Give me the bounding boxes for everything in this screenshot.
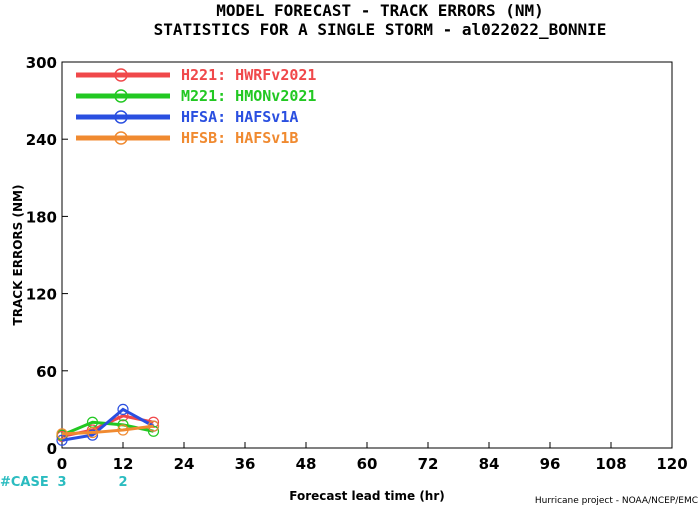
x-tick-label: 60 (357, 455, 378, 473)
data-point (117, 424, 129, 436)
plot-frame (61, 61, 673, 449)
data-point (117, 403, 129, 415)
x-tick-label: 36 (235, 455, 256, 473)
series-hfsb (56, 420, 160, 440)
data-point (86, 426, 99, 439)
x-tick-label: 120 (656, 455, 687, 473)
legend-marker (114, 68, 128, 82)
y-tick-label: 180 (26, 208, 57, 226)
y-tick-label: 60 (36, 363, 57, 381)
x-tick-label: 24 (174, 455, 195, 473)
x-tick-label: 108 (595, 455, 626, 473)
y-axis: 0 60 120 180 240 300 (26, 54, 68, 458)
legend-entry: HFSB: HAFSv1B (76, 129, 298, 147)
y-tick-label: 300 (26, 54, 57, 72)
x-axis: 0 12 24 36 48 60 72 84 96 108 120 (57, 442, 688, 473)
legend-marker (114, 131, 128, 145)
y-tick-label: 120 (26, 286, 57, 304)
x-axis-label: Forecast lead time (hr) (289, 489, 445, 503)
legend: H221: HWRFv2021 M221: HMONv2021 HFSA: HAFS… (76, 66, 316, 147)
x-tick-label: 96 (540, 455, 561, 473)
legend-label: M221: HMONv2021 (181, 87, 316, 105)
legend-entry: H221: HWRFv2021 (76, 66, 316, 84)
case-count-row: #CASE 3 2 (0, 475, 128, 490)
y-axis-label: TRACK ERRORS (NM) (11, 185, 25, 326)
x-tick-label: 0 (57, 455, 67, 473)
x-tick-label: 84 (479, 455, 500, 473)
x-tick-label: 48 (296, 455, 317, 473)
x-tick-label: 72 (418, 455, 439, 473)
series-line (61, 424, 154, 436)
chart-title: MODEL FORECAST - TRACK ERRORS (NM) (216, 1, 544, 20)
credit-text: Hurricane project - NOAA/NCEP/EMC (535, 496, 698, 506)
data-point (86, 429, 99, 441)
chart-subtitle: STATISTICS FOR A SINGLE STORM - al022022… (154, 20, 607, 39)
legend-label: HFSA: HAFSv1A (181, 108, 298, 126)
case-count: 3 (57, 475, 66, 490)
y-tick-label: 0 (47, 440, 57, 458)
legend-entry: M221: HMONv2021 (76, 87, 316, 105)
data-point (56, 434, 68, 446)
series-layer (56, 403, 160, 446)
data-point (147, 420, 160, 432)
legend-entry: HFSA: HAFSv1A (76, 108, 298, 126)
legend-label: H221: HWRFv2021 (181, 66, 316, 84)
case-label: #CASE (0, 475, 49, 490)
legend-marker (114, 110, 128, 124)
x-tick-label: 12 (113, 455, 134, 473)
data-point (56, 428, 68, 440)
y-tick-label: 240 (26, 131, 57, 149)
case-count: 2 (118, 475, 127, 490)
legend-marker (114, 89, 128, 103)
series-line (61, 407, 155, 442)
legend-label: HFSB: HAFSv1B (181, 129, 298, 147)
